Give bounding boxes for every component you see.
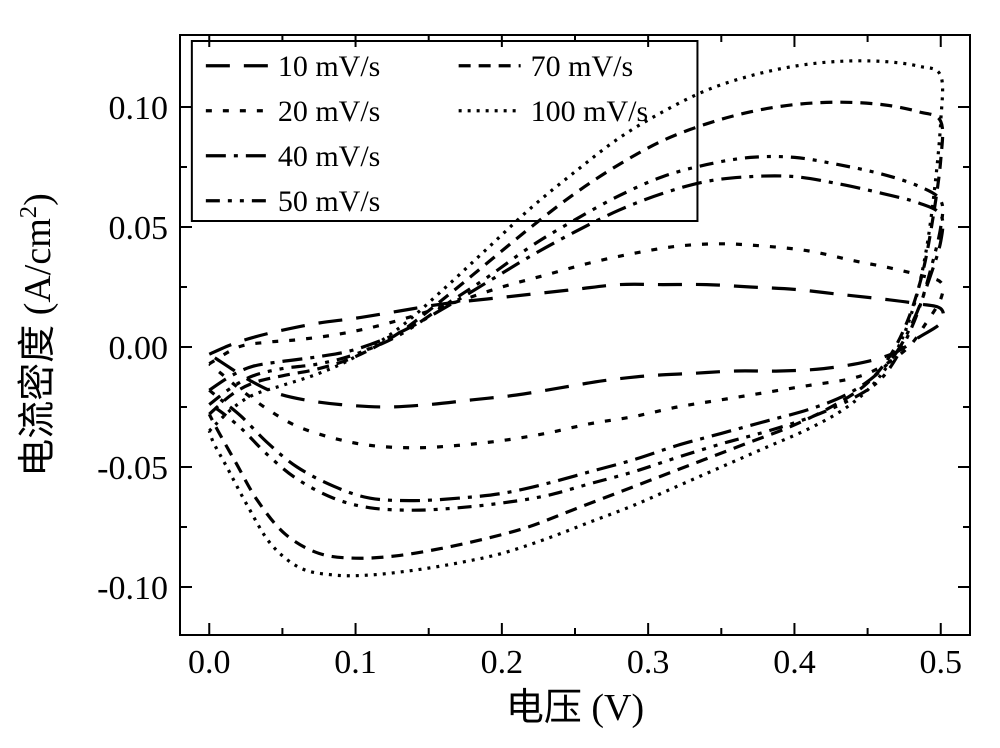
legend-label: 100 mV/s: [531, 95, 649, 128]
x-tick-label: 0.3: [627, 644, 670, 681]
x-tick-label: 0.1: [334, 644, 377, 681]
y-tick-label: 0.00: [109, 330, 169, 367]
legend-label: 10 mV/s: [278, 50, 381, 83]
y-tick-label: -0.05: [97, 450, 168, 487]
y-tick-label: 0.10: [109, 90, 169, 127]
legend-label: 20 mV/s: [278, 95, 381, 128]
legend-label: 50 mV/s: [278, 185, 381, 218]
legend-label: 70 mV/s: [531, 50, 634, 83]
x-axis-label: 电压 (V): [506, 687, 644, 729]
x-tick-label: 0.4: [773, 644, 816, 681]
y-tick-label: 0.05: [109, 210, 169, 247]
x-tick-label: 0.2: [481, 644, 524, 681]
x-tick-label: 0.5: [919, 644, 962, 681]
chart-svg: 0.0 0.1 0.2 0.3 0.4 0.5 -0.10 -0.05 0.00 0.05 0.10…: [0, 0, 1000, 748]
cv-chart: 0.0 0.1 0.2 0.3 0.4 0.5 -0.10 -0.05 0.00 0.05 0.10…: [0, 0, 1000, 748]
y-tick-label: -0.10: [97, 570, 168, 607]
legend-label: 40 mV/s: [278, 140, 381, 173]
x-tick-label: 0.0: [188, 644, 231, 681]
y-axis-label: 电流密度 (A/cm2): [15, 193, 59, 477]
